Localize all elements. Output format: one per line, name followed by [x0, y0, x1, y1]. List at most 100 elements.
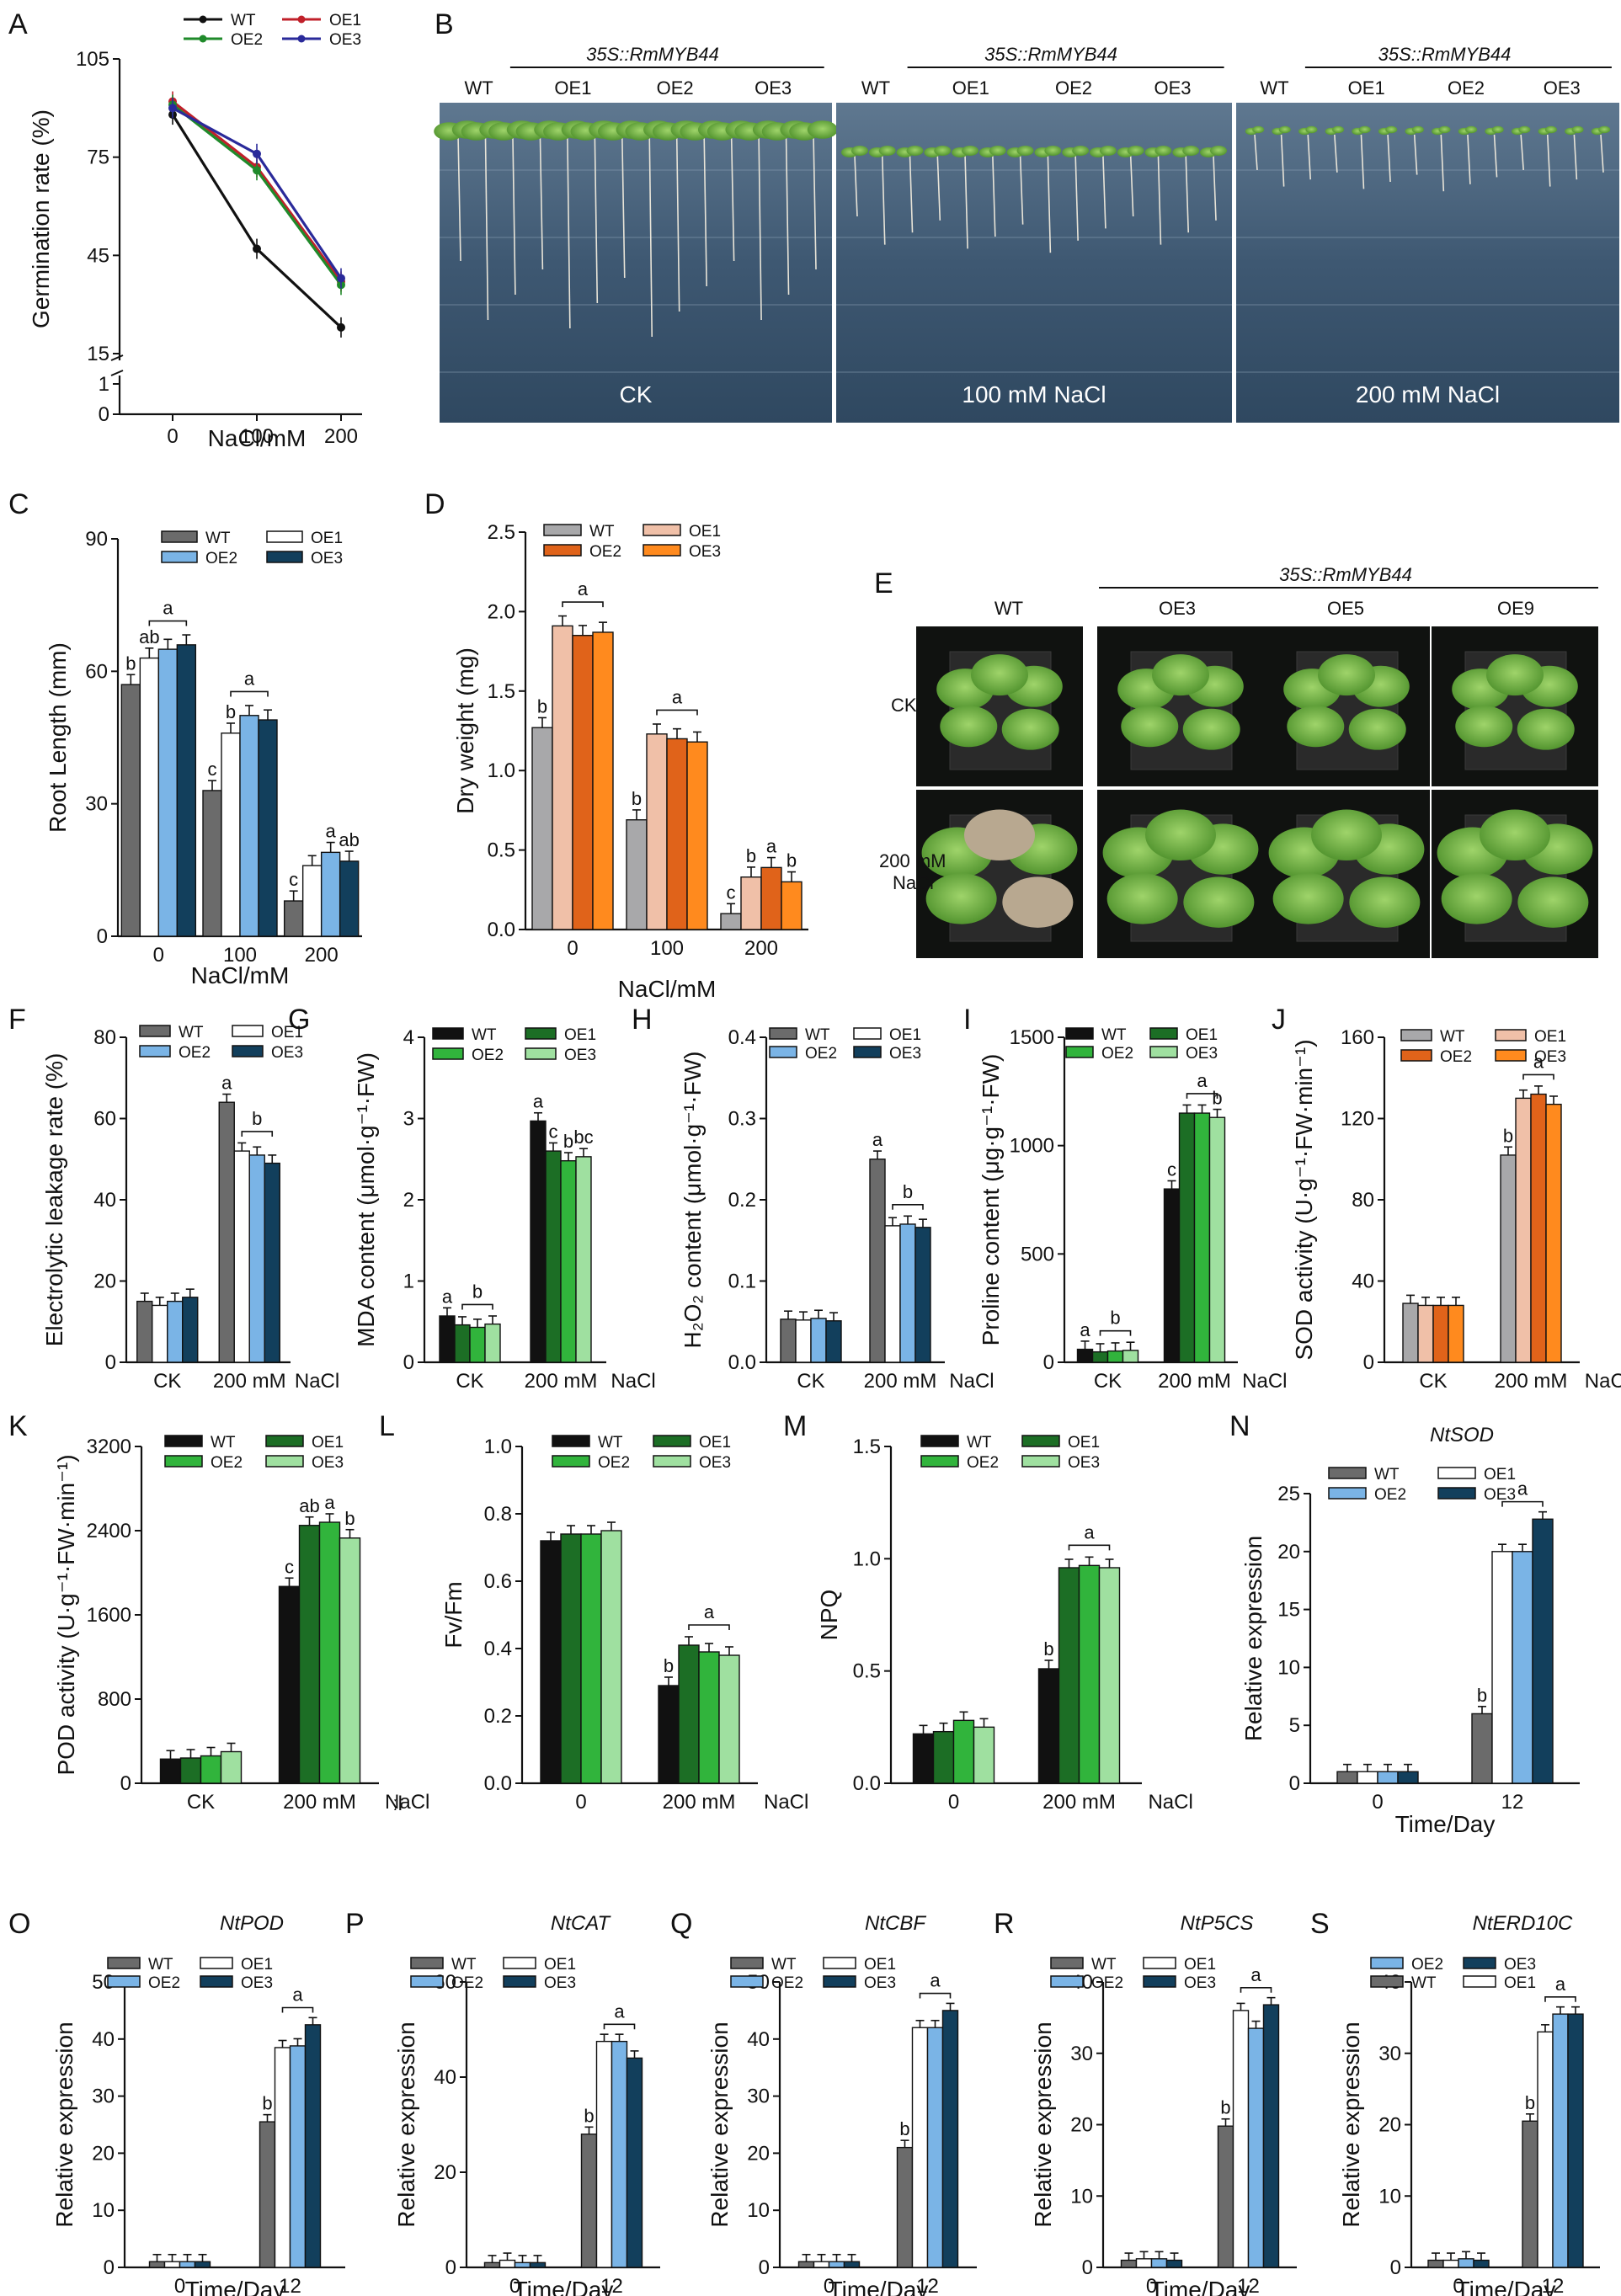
bar-WT [780, 1318, 797, 1363]
significance-bracket [656, 709, 698, 716]
bar-WT [1427, 2259, 1444, 2268]
x-tick-label: 100 [650, 937, 684, 960]
bar-OE3 [529, 2261, 547, 2268]
significance-letter: a [1084, 1521, 1095, 1542]
panel-letter: J [1272, 1004, 1286, 1036]
legend-label: WT [472, 1026, 497, 1044]
bar-OE2 [1150, 2258, 1168, 2268]
seedling-leaf [1571, 125, 1584, 134]
legend-swatch [1328, 1467, 1367, 1479]
panel-letter: S [1310, 1908, 1330, 1940]
chart-panelF: 0 20 40 60 80 Electrolytic leakage rate (%) CK… [41, 1024, 339, 1393]
panel-letter: O [8, 1908, 30, 1940]
bar-OE3 [781, 881, 803, 930]
bar-OE2 [514, 2261, 531, 2268]
panel-letter: B [435, 8, 454, 40]
significance-bracket [562, 601, 604, 608]
panel-letter: I [963, 1004, 971, 1036]
chart-panelH: 0.0 0.1 0.2 0.3 0.4 H₂O₂ content (μmol·g⁻¹·FW… [680, 1026, 994, 1393]
plant-leaf [971, 654, 1028, 696]
legend-label: OE3 [544, 1974, 576, 1992]
seedling-root [1467, 134, 1471, 184]
bar-OE3 [914, 1227, 931, 1363]
bar-WT [1336, 1771, 1358, 1784]
legend-swatch [266, 530, 303, 543]
significance-letter: a [324, 1492, 335, 1513]
legend-swatch [139, 1025, 171, 1037]
bar-OE2 [179, 2261, 196, 2268]
bar-OE1 [454, 1324, 471, 1363]
seedling-root [457, 134, 461, 262]
plant-leaf [1517, 876, 1589, 928]
seedling-leaf [1465, 125, 1478, 134]
significance-bracket [1522, 1073, 1554, 1080]
legend-label: OE2 [1374, 1486, 1406, 1504]
significance-letter: ab [139, 626, 159, 647]
y-tick-label: 120 [1341, 1108, 1374, 1131]
significance-bracket [281, 2006, 314, 2013]
x-tick-label: 12 [279, 2275, 301, 2296]
bar-WT [797, 2261, 815, 2268]
x-tick-label: 12 [600, 2275, 623, 2296]
y-tick-label: 0 [120, 1772, 131, 1795]
y-tick-label: 2400 [87, 1520, 131, 1542]
bar-OE2 [828, 2261, 845, 2268]
bar-OE1 [795, 1319, 812, 1363]
y-axis-label: Root Length (mm) [45, 642, 71, 833]
y-tick-label: 3 [403, 1108, 414, 1131]
bar-OE3 [220, 1750, 243, 1784]
bar-WT [159, 1758, 182, 1784]
y-tick-label: 1500 [1010, 1026, 1054, 1049]
legend-swatch [503, 1975, 536, 1988]
significance-letter: a [1555, 1974, 1566, 1995]
legend-swatch [161, 530, 198, 543]
legend-swatch [432, 1027, 464, 1040]
seedling-root [1047, 155, 1052, 253]
y-tick-label: 0 [1390, 2256, 1401, 2279]
plant-photo [1432, 626, 1598, 786]
significance-bracket [461, 1303, 493, 1310]
x-tick-label: 0 [1146, 2275, 1157, 2296]
significance-letter: a [578, 578, 589, 599]
seedling-root [758, 134, 762, 321]
significance-bracket [688, 1624, 730, 1630]
seedling-root [1520, 134, 1524, 171]
plant-photo [1263, 790, 1430, 958]
y-tick-label: 40 [434, 2066, 456, 2089]
seedling-root [909, 155, 914, 233]
significance-letter: b [632, 788, 642, 809]
plant-leaf [964, 809, 1035, 861]
legend-swatch [1370, 1957, 1404, 1969]
significance-letter: a [1533, 1051, 1544, 1072]
legend-label: OE3 [689, 543, 721, 561]
y-tick-label: 1 [99, 373, 109, 396]
bar-WT [1522, 2120, 1538, 2268]
significance-bracket [230, 690, 269, 697]
bar-OE1 [1357, 1771, 1378, 1784]
significance-letter: c [208, 759, 217, 780]
y-tick-label: 80 [1352, 1189, 1374, 1212]
bar-OE3 [304, 2024, 322, 2268]
significance-letter: b [125, 653, 136, 674]
seedling-leaf [1278, 125, 1291, 134]
legend-label: OE1 [1186, 1026, 1218, 1044]
chart-panelA: A 105 75 45 15 1 0 Germination rate (%) 0 100 200 N… [8, 8, 362, 451]
bar-OE2 [926, 2027, 944, 2268]
y-tick-label: 2.5 [488, 521, 515, 544]
y-axis-label: NPQ [816, 1590, 842, 1641]
legend-swatch [232, 1045, 264, 1057]
panel-letter: K [8, 1410, 28, 1442]
bar-OE3 [176, 644, 197, 937]
y-tick-label: 0.1 [728, 1271, 756, 1293]
significance-letter: c [549, 1121, 558, 1142]
y-tick-label: 10 [1277, 1656, 1300, 1679]
seedling-leaf [934, 146, 952, 156]
bar-OE3 [1532, 1518, 1554, 1784]
seedling-root [1307, 134, 1312, 180]
y-axis-label: H₂O₂ content (μmol·g⁻¹·FW) [680, 1052, 706, 1349]
y-tick-label: 1.0 [853, 1548, 881, 1570]
seedling-root [1254, 134, 1258, 171]
y-tick-label: 800 [98, 1688, 131, 1711]
bar-WT [278, 1585, 301, 1784]
legend-label: OE1 [544, 1956, 576, 1974]
